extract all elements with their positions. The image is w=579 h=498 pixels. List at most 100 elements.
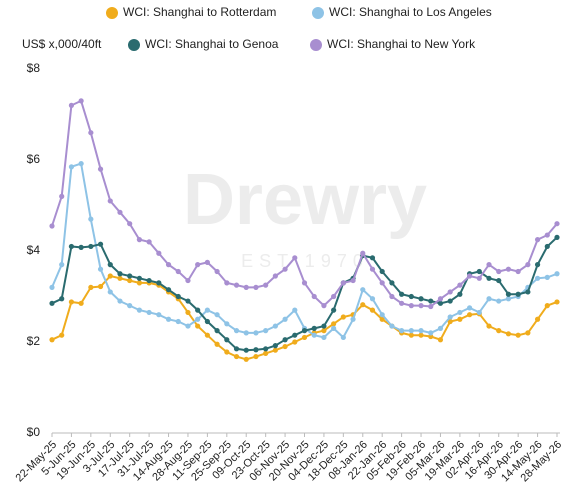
- point: [88, 243, 94, 250]
- point: [408, 303, 414, 309]
- point: [233, 328, 240, 334]
- point: [165, 316, 172, 322]
- point: [272, 347, 278, 353]
- point: [399, 291, 405, 297]
- point: [379, 316, 385, 322]
- point: [243, 330, 249, 336]
- point: [272, 343, 278, 349]
- series-line: [51, 274, 558, 361]
- point: [321, 334, 327, 341]
- point: [457, 291, 463, 297]
- point: [253, 330, 259, 336]
- point: [107, 198, 113, 204]
- point: [311, 332, 317, 338]
- legend-swatch: [128, 39, 140, 51]
- point: [233, 282, 240, 288]
- point: [253, 347, 259, 353]
- point: [389, 293, 395, 300]
- point: [457, 309, 463, 316]
- point: [486, 275, 492, 281]
- point: [476, 309, 482, 316]
- point: [88, 130, 94, 136]
- point: [389, 280, 395, 286]
- point: [321, 303, 327, 309]
- point: [447, 318, 453, 325]
- point: [146, 277, 152, 284]
- point: [117, 298, 123, 304]
- point: [195, 262, 201, 268]
- point: [136, 280, 143, 286]
- point: [360, 250, 366, 256]
- point: [476, 268, 482, 275]
- point: [233, 353, 240, 360]
- point: [107, 262, 113, 268]
- point: [379, 280, 385, 286]
- point: [243, 347, 249, 353]
- point: [496, 298, 502, 304]
- point: [428, 330, 434, 336]
- point: [117, 271, 123, 277]
- point: [224, 280, 230, 286]
- point: [165, 287, 172, 293]
- point: [331, 321, 337, 327]
- point: [243, 356, 249, 362]
- point: [544, 243, 550, 250]
- point: [272, 323, 278, 329]
- point: [437, 300, 444, 306]
- point: [525, 262, 531, 268]
- point: [263, 346, 269, 352]
- point: [204, 307, 210, 313]
- point: [282, 266, 288, 272]
- y-tick-label: $2: [27, 334, 41, 348]
- point: [204, 318, 210, 325]
- point: [127, 277, 133, 284]
- legend-label: WCI: Shanghai to New York: [327, 37, 476, 51]
- point: [321, 323, 327, 329]
- point: [292, 307, 298, 313]
- point: [243, 284, 249, 290]
- point: [156, 250, 162, 256]
- point: [399, 300, 405, 306]
- point: [505, 291, 512, 297]
- watermark-sub: EST 1970: [241, 251, 369, 271]
- point: [505, 296, 512, 302]
- point: [156, 280, 162, 286]
- point: [292, 255, 298, 261]
- point: [78, 244, 84, 250]
- point: [466, 305, 473, 311]
- point: [350, 277, 356, 284]
- point: [204, 332, 210, 338]
- point: [534, 275, 541, 281]
- point: [525, 330, 531, 336]
- y-tick-label: $8: [27, 61, 41, 75]
- point: [428, 303, 434, 310]
- point: [88, 216, 94, 222]
- point: [486, 296, 492, 302]
- point: [418, 303, 424, 309]
- legend-label: WCI: Shanghai to Genoa: [145, 37, 279, 51]
- point: [340, 280, 346, 286]
- legend-swatch: [310, 39, 322, 51]
- point: [175, 318, 181, 325]
- point: [127, 273, 133, 279]
- point: [476, 275, 482, 281]
- point: [369, 255, 376, 261]
- point: [204, 259, 210, 265]
- point: [146, 239, 152, 245]
- point: [408, 293, 414, 300]
- point: [496, 277, 502, 284]
- y-tick-label: $0: [27, 425, 41, 439]
- point: [301, 280, 308, 286]
- point: [544, 232, 550, 238]
- point: [486, 262, 492, 268]
- point: [107, 273, 113, 279]
- point: [68, 243, 75, 250]
- point: [136, 237, 143, 243]
- point: [136, 307, 143, 313]
- point: [554, 234, 560, 240]
- point: [59, 296, 65, 302]
- point: [408, 328, 414, 334]
- point: [117, 275, 123, 281]
- point: [214, 312, 220, 318]
- point: [97, 266, 104, 272]
